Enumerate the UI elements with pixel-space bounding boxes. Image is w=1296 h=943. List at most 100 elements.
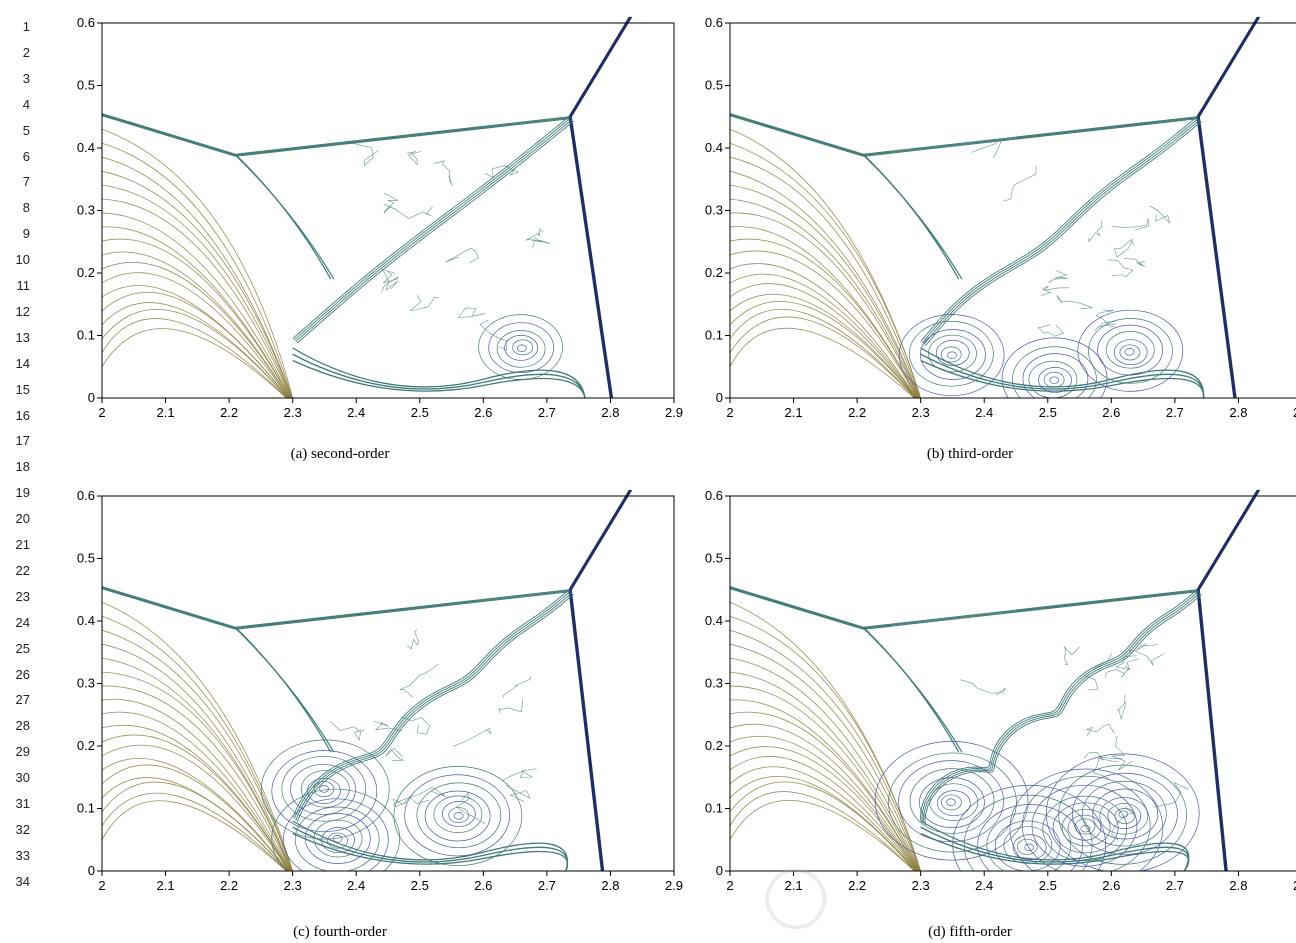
slip-line: [920, 589, 1198, 821]
secondary-shock: [863, 154, 963, 280]
contour-line: [730, 775, 916, 871]
mach-stem: [568, 589, 603, 871]
vortex-contour: [393, 766, 523, 866]
incident-shock: [1198, 489, 1261, 591]
vortex-contour: [1077, 309, 1184, 392]
slip-line: [924, 120, 1202, 347]
x-tick-label: 2.4: [347, 878, 365, 893]
incident-shock: [568, 489, 631, 591]
contour-line: [730, 685, 919, 871]
contour-line: [102, 724, 290, 871]
contour-line: [1048, 270, 1068, 283]
contour-line: [102, 734, 290, 871]
y-tick-label: 0.2: [705, 265, 723, 280]
contour-line: [406, 151, 422, 166]
bow-shock: [102, 586, 236, 628]
vortex-contour: [920, 329, 986, 380]
reflected-shock: [235, 118, 570, 157]
vortex-contour: [977, 804, 1083, 871]
vortex-contour: [1024, 843, 1035, 852]
secondary-shock: [863, 626, 960, 753]
x-tick-label: 2.7: [538, 405, 556, 420]
vortex-contour: [936, 790, 971, 817]
contour-line: [102, 601, 294, 871]
y-tick-label: 0.2: [705, 738, 723, 753]
vortex-contour: [327, 832, 348, 849]
contour-line: [1083, 653, 1113, 691]
contour-line: [484, 165, 520, 178]
x-tick-label: 2.8: [601, 405, 619, 420]
contour-line: [479, 319, 507, 351]
contour-line: [730, 142, 921, 398]
vortex-contour: [1021, 775, 1151, 871]
vortex-contour: [416, 782, 502, 849]
reflected-shock: [235, 117, 570, 156]
contour-line: [730, 250, 918, 398]
x-tick-label: 2.6: [474, 405, 492, 420]
x-tick-label: 2.1: [785, 405, 803, 420]
vortex-contour: [321, 827, 355, 854]
incident-shock: [570, 16, 633, 118]
line-number: 12: [15, 303, 30, 319]
contour-line: [406, 629, 420, 650]
x-tick-label: 2.8: [1229, 878, 1247, 893]
contour-line: [1083, 751, 1119, 762]
vortex-contour: [517, 344, 527, 353]
line-number: 3: [22, 70, 30, 86]
vortex-contour: [1031, 784, 1138, 867]
contour-line: [730, 263, 918, 398]
contour-plot: 2 2.1 2.2 2.3 2.4 2.5 2.6 2.7 2.8 2.9 0 0.1 0.2 0.3 0.…: [705, 15, 1296, 420]
line-number: 17: [15, 433, 30, 449]
vortex-contour: [1088, 318, 1173, 384]
contour-line: [730, 781, 916, 871]
x-tick-label: 2.4: [975, 878, 993, 893]
vortex-contour: [947, 351, 957, 359]
y-tick-label: 0.3: [77, 203, 95, 218]
vortex-contour: [260, 739, 390, 840]
vortex-contour: [1114, 807, 1136, 824]
y-tick-label: 0.6: [705, 15, 723, 30]
bow-shock: [730, 115, 864, 157]
y-tick-label: 0.5: [705, 551, 723, 566]
x-tick-label: 2.5: [411, 878, 429, 893]
vortex-contour: [1072, 772, 1178, 855]
bow-shock: [730, 586, 864, 628]
contour-line: [1117, 694, 1127, 721]
vortex-contour: [1001, 337, 1108, 398]
vortex-contour: [898, 314, 1005, 397]
vortex-contour: [935, 339, 970, 366]
contour-line: [730, 643, 920, 871]
contour-line: [730, 746, 917, 871]
slip-line: [295, 119, 573, 342]
slip-line: [924, 593, 1202, 826]
contour-lines: [730, 16, 1261, 398]
line-number: 6: [22, 148, 30, 164]
caption-b: (b) third-order: [926, 446, 1014, 462]
bow-shock: [730, 588, 864, 630]
line-number: 4: [22, 96, 30, 112]
contour-line: [730, 293, 917, 398]
bow-shock: [102, 113, 236, 155]
contour-line: [730, 615, 921, 871]
line-number: 11: [16, 278, 31, 293]
caption-a: (a) second-order: [290, 446, 390, 462]
incident-shock: [1198, 16, 1261, 118]
reflected-shock: [863, 589, 1198, 628]
vortex-contour: [909, 768, 995, 834]
line-number: 1: [22, 19, 30, 34]
incident-shock: [569, 16, 632, 118]
contour-line: [381, 270, 399, 293]
line-number: 31: [15, 796, 30, 811]
vortex-contour: [986, 812, 1072, 871]
contour-line: [960, 679, 1006, 696]
vortex-contour: [874, 741, 1029, 861]
contour-line: [102, 800, 287, 871]
contour-line: [399, 663, 440, 698]
contour-line: [102, 711, 291, 871]
vortex-contour: [1113, 339, 1148, 366]
contour-line: [383, 192, 398, 214]
y-tick-label: 0.5: [705, 78, 723, 93]
vortex-contour: [1052, 802, 1119, 854]
contour-plot: 2 2.1 2.2 2.3 2.4 2.5 2.6 2.7 2.8 2.9 0 0.1 0.2 0.3 0.…: [705, 488, 1296, 893]
slip-line: [921, 590, 1199, 823]
